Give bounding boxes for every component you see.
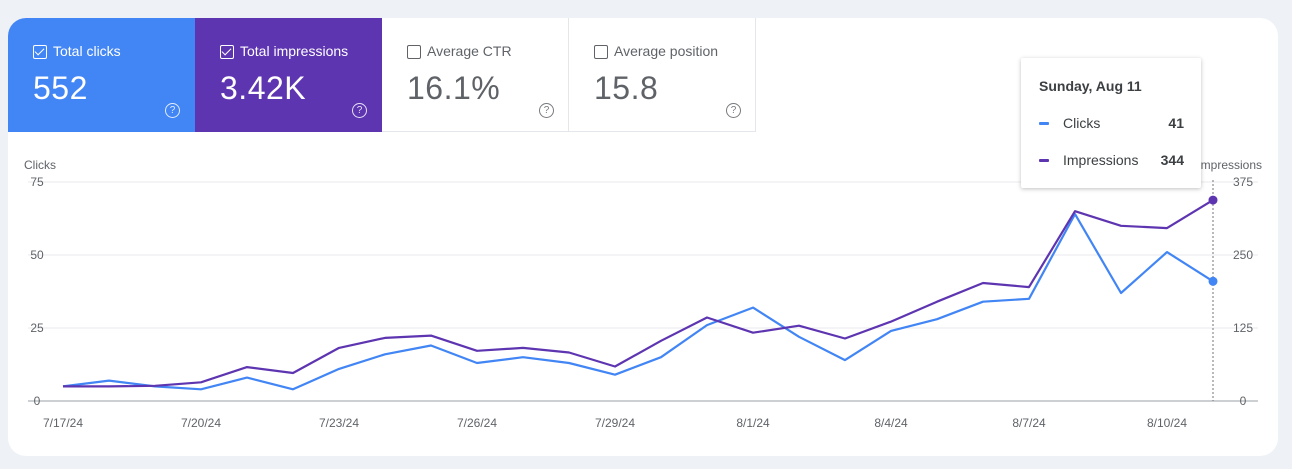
y-axis-label-left: Clicks <box>24 158 56 172</box>
x-tick-label: 7/20/24 <box>181 416 221 430</box>
help-icon[interactable]: ? <box>539 103 554 118</box>
tooltip-series-name: Clicks <box>1063 115 1101 131</box>
metric-tile-total-clicks[interactable]: Total clicks 552 ? <box>8 18 195 132</box>
help-icon[interactable]: ? <box>352 103 367 118</box>
help-icon[interactable]: ? <box>165 103 180 118</box>
metric-tile-average-position[interactable]: Average position 15.8 ? <box>569 18 756 132</box>
y-tick-label-right: 250 <box>1233 248 1253 262</box>
checkbox-checked-icon[interactable] <box>33 45 47 59</box>
x-tick-label: 8/4/24 <box>874 416 908 430</box>
y-tick-label-left: 25 <box>30 321 44 335</box>
metric-tile-total-impressions[interactable]: Total impressions 3.42K ? <box>195 18 382 132</box>
help-icon[interactable]: ? <box>726 103 741 118</box>
y-tick-label-left: 75 <box>30 175 44 189</box>
checkbox-checked-icon[interactable] <box>220 45 234 59</box>
series-line-impressions <box>63 199 1214 388</box>
y-axis-label-right: Impressions <box>1197 158 1262 172</box>
tooltip-series-name: Impressions <box>1063 152 1139 168</box>
x-tick-label: 7/23/24 <box>319 416 359 430</box>
y-tick-label-right: 375 <box>1233 175 1253 189</box>
metric-label: Average position <box>614 43 719 59</box>
highlight-point-clicks <box>1208 276 1218 286</box>
metric-value: 15.8 <box>594 70 659 106</box>
checkbox-unchecked-icon[interactable] <box>407 45 421 59</box>
x-tick-label: 8/7/24 <box>1012 416 1046 430</box>
clicks-swatch <box>1039 122 1049 125</box>
x-tick-label: 8/1/24 <box>736 416 770 430</box>
series-line-clicks <box>62 213 1214 391</box>
metric-label: Total clicks <box>53 43 121 59</box>
impressions-swatch <box>1039 159 1049 162</box>
metric-tiles: Total clicks 552 ? Total impressions 3.4… <box>8 18 756 132</box>
metric-value: 552 <box>33 70 88 106</box>
x-tick-label: 8/10/24 <box>1147 416 1187 430</box>
y-tick-label-left: 50 <box>30 248 44 262</box>
y-tick-label-left: 0 <box>34 394 41 408</box>
y-tick-label-right: 0 <box>1240 394 1247 408</box>
metric-value: 16.1% <box>407 70 501 106</box>
metric-tile-average-ctr[interactable]: Average CTR 16.1% ? <box>382 18 569 132</box>
metric-value: 3.42K <box>220 70 307 106</box>
metric-label: Average CTR <box>427 43 512 59</box>
highlight-point-impressions <box>1208 195 1218 205</box>
metric-label: Total impressions <box>240 43 349 59</box>
tooltip-date: Sunday, Aug 11 <box>1039 78 1142 94</box>
tooltip-series-value: 41 <box>1168 115 1184 131</box>
x-tick-label: 7/26/24 <box>457 416 497 430</box>
checkbox-unchecked-icon[interactable] <box>594 45 608 59</box>
chart-tooltip: Sunday, Aug 11 Clicks 41 Impressions 344 <box>1021 58 1201 188</box>
tooltip-series-value: 344 <box>1160 152 1184 168</box>
x-tick-label: 7/17/24 <box>43 416 83 430</box>
y-tick-label-right: 125 <box>1233 321 1253 335</box>
x-tick-label: 7/29/24 <box>595 416 635 430</box>
